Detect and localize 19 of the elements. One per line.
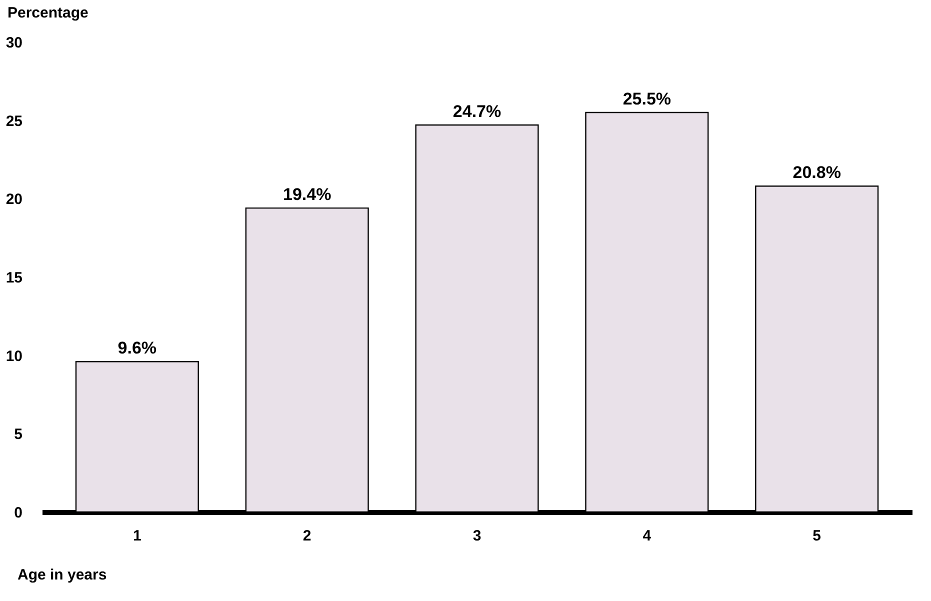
y-tick-label: 25 [6, 112, 22, 130]
y-tick-label: 5 [14, 426, 22, 444]
y-axis-title: Percentage [8, 4, 88, 22]
y-tick-label: 0 [14, 504, 22, 522]
data-label: 19.4% [282, 185, 332, 204]
y-tick-label: 30 [6, 34, 22, 52]
data-label: 24.7% [452, 102, 502, 122]
y-tick-label: 10 [6, 348, 22, 365]
x-tick-label: 3 [472, 528, 482, 544]
x-tick-label: 1 [132, 528, 142, 544]
y-tick-label: 15 [6, 270, 22, 286]
x-tick-label: 2 [302, 528, 312, 544]
y-tick-label: 20 [6, 191, 22, 208]
x-tick-label: 5 [812, 528, 822, 544]
data-label: 25.5% [622, 90, 672, 108]
data-label: 20.8% [792, 163, 841, 182]
data-label: 9.6% [118, 338, 157, 358]
x-axis-title: Age in years [18, 566, 107, 584]
x-tick-label: 4 [642, 528, 652, 544]
